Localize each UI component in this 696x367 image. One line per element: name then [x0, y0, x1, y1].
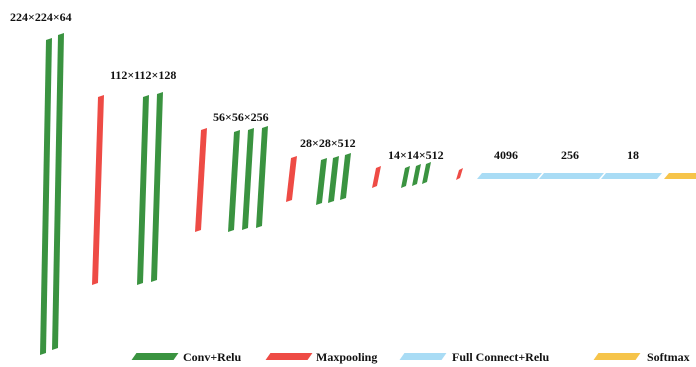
conv-layer-slab-16: [412, 164, 421, 186]
conv-layer-slab-5: [151, 92, 163, 282]
conv-layer-slab-2: [52, 33, 64, 350]
conv-layer-slab-11: [316, 158, 327, 205]
stage-label-8: 18: [627, 148, 639, 162]
conv-layer-slab-1: [40, 38, 52, 355]
conv-layer-slab-17: [422, 162, 431, 184]
conv-layer-slab-9: [256, 126, 268, 228]
fc-layer-18: [601, 173, 662, 179]
conv-layer-slab-8: [242, 128, 254, 230]
maxpool-layer-slab-10: [286, 156, 297, 202]
legend-label-fc: Full Connect+Relu: [452, 350, 550, 364]
conv-layer-slab-15: [401, 166, 410, 188]
fc-layer-256: [539, 173, 604, 179]
maxpool-layer-slab-3: [92, 95, 104, 285]
stage-label-3: 56×56×256: [213, 110, 269, 124]
legend-swatch-fc: [399, 353, 447, 360]
maxpool-layer-slab-14: [372, 166, 381, 188]
conv-layer-slab-13: [340, 153, 351, 200]
stage-label-6: 4096: [494, 148, 518, 162]
conv-layer-slab-12: [328, 156, 339, 203]
conv-layer-slab-7: [228, 130, 240, 232]
stage-label-5: 14×14×512: [388, 148, 444, 162]
legend-swatch-conv: [131, 353, 179, 360]
stage-label-2: 112×112×128: [110, 68, 177, 82]
legend-label-conv: Conv+Relu: [183, 350, 242, 364]
fc-layer-4096: [477, 173, 542, 179]
stage-label-1: 224×224×64: [10, 10, 72, 24]
maxpool-layer-slab-6: [195, 128, 207, 232]
legend-label-softmax: Softmax: [647, 350, 690, 364]
legend-swatch-pool: [265, 353, 313, 360]
conv-layer-slab-4: [137, 95, 149, 285]
stage-label-4: 28×28×512: [300, 136, 356, 150]
legend-label-pool: Maxpooling: [316, 350, 378, 364]
softmax-layer: [664, 173, 696, 179]
legend-swatch-softmax: [593, 353, 641, 360]
maxpool-layer-slab-18: [456, 168, 463, 180]
stage-label-7: 256: [561, 148, 579, 162]
